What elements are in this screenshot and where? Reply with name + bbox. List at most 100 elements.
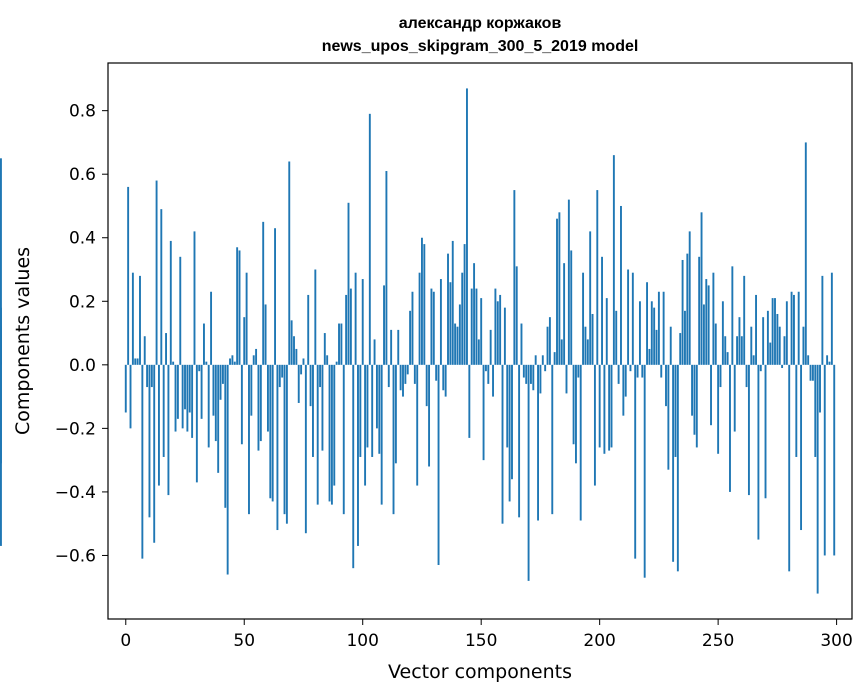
bar [248, 364, 250, 515]
bar [217, 364, 220, 473]
bar [416, 364, 419, 486]
bar [688, 231, 691, 365]
bar [302, 358, 305, 365]
bar [250, 364, 253, 416]
bar [830, 272, 833, 365]
bar [513, 190, 516, 365]
bar [136, 358, 139, 365]
bar [814, 364, 817, 457]
bar [475, 288, 478, 365]
bar [598, 364, 601, 448]
bar [627, 269, 630, 365]
bar [793, 294, 795, 365]
bar [781, 364, 784, 369]
bar [534, 355, 537, 365]
bar-series [0, 88, 836, 594]
bar [610, 364, 613, 448]
bar [205, 361, 208, 365]
bar [269, 364, 272, 499]
bar [700, 212, 703, 365]
bar [430, 288, 433, 365]
x-tick-label: 100 [346, 631, 378, 651]
bar [482, 364, 485, 461]
bar [577, 364, 580, 378]
bar [489, 329, 492, 365]
bar [392, 364, 395, 515]
bar [527, 364, 530, 581]
bar [167, 364, 170, 496]
bar [127, 186, 130, 365]
bar [612, 155, 615, 365]
bar [468, 364, 471, 438]
bar [548, 317, 551, 365]
bar [586, 339, 589, 365]
bar [461, 272, 464, 365]
bar [629, 364, 632, 372]
bar [352, 364, 355, 569]
bar [579, 364, 582, 521]
bar [428, 364, 431, 467]
bar [575, 364, 577, 464]
bar [643, 364, 646, 578]
bar [750, 326, 753, 365]
bar [290, 320, 293, 365]
bar [179, 256, 182, 365]
bar [423, 244, 426, 365]
bar [736, 336, 739, 365]
bar [638, 301, 641, 365]
bar [456, 326, 459, 365]
bar [338, 323, 340, 365]
bar [679, 333, 682, 365]
bar [473, 263, 476, 365]
bar [508, 364, 511, 502]
bar [214, 364, 217, 442]
bar [707, 285, 710, 365]
bar [266, 364, 269, 432]
bar [345, 294, 348, 365]
bar [620, 205, 622, 365]
bar [477, 339, 480, 365]
bar [646, 282, 648, 365]
bar [276, 364, 279, 531]
bar [0, 364, 2, 546]
bar [665, 364, 667, 407]
y-tick-label: 0.2 [69, 292, 96, 312]
bar [802, 326, 805, 365]
bar [828, 361, 831, 365]
bar [371, 364, 374, 457]
bar [165, 333, 167, 365]
bar [503, 307, 506, 365]
bar [437, 364, 440, 565]
bar [172, 361, 175, 365]
bar [809, 364, 812, 381]
bar [603, 364, 606, 454]
bar [541, 355, 544, 365]
bar [556, 218, 558, 365]
bar [804, 142, 807, 365]
bar [752, 355, 755, 365]
y-tick-label: 0.8 [69, 102, 96, 122]
bar [634, 364, 637, 559]
bar [672, 364, 675, 562]
bar [551, 364, 554, 515]
bar [375, 364, 378, 429]
bar [615, 310, 618, 365]
bar [743, 275, 746, 365]
bar [494, 288, 497, 365]
bar [525, 364, 528, 384]
bar [712, 272, 715, 365]
bar [418, 272, 421, 365]
bar [816, 364, 819, 594]
bar [264, 304, 267, 365]
bar [755, 294, 757, 365]
bar [501, 364, 504, 524]
bar [717, 364, 720, 454]
chart-title: александр коржаков [399, 15, 562, 32]
bar [826, 355, 829, 365]
bar [624, 364, 627, 397]
bar [188, 364, 191, 413]
bar [537, 364, 539, 521]
bar [143, 336, 146, 365]
bar [726, 352, 729, 365]
bar [402, 364, 404, 397]
